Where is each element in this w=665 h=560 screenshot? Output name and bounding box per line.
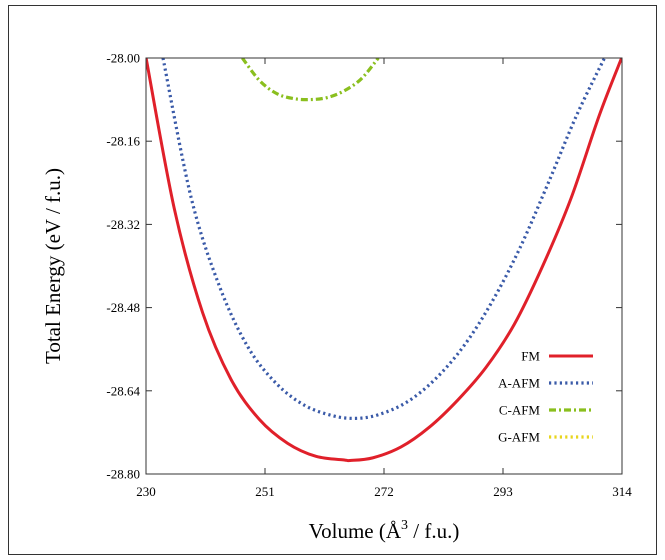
legend-label-c-afm: C-AFM <box>499 403 541 418</box>
x-tick-label: 314 <box>612 484 632 499</box>
legend-label-g-afm: G-AFM <box>498 430 540 445</box>
y-tick-label: -28.00 <box>106 51 140 66</box>
y-tick-label: -28.80 <box>106 467 140 482</box>
x-tick-label: 230 <box>136 484 156 499</box>
axis-layer: 230 251 272 293 314 -28.00 -28.16 -28.32 -28.48 -… <box>106 51 632 500</box>
x-axis-title-tail: / f.u.) <box>408 519 459 543</box>
legend-label-fm: FM <box>521 349 540 364</box>
x-tick-label: 293 <box>493 484 513 499</box>
x-axis-title-superscript: 3 <box>401 518 408 533</box>
x-axis-title: Volume (Å3 / f.u.) <box>309 518 460 543</box>
series-line-a-afm <box>161 58 607 420</box>
y-tick-label: -28.16 <box>106 134 140 149</box>
x-tick-label: 251 <box>255 484 275 499</box>
y-axis-title: Total Energy (eV / f.u.) <box>41 168 65 364</box>
series-line-c-afm <box>241 58 380 102</box>
legend-label-a-afm: A-AFM <box>498 376 540 391</box>
x-tick-label: 272 <box>374 484 394 499</box>
y-tick-label: -28.64 <box>106 383 140 398</box>
x-axis-title-main: Volume (Å <box>309 519 402 543</box>
y-tick-label: -28.32 <box>106 217 140 232</box>
series-layer <box>146 58 622 463</box>
y-tick-label: -28.48 <box>106 300 140 315</box>
legend: FM A-AFM C-AFM G-AFM <box>498 349 593 445</box>
series-line-fm <box>146 58 622 463</box>
